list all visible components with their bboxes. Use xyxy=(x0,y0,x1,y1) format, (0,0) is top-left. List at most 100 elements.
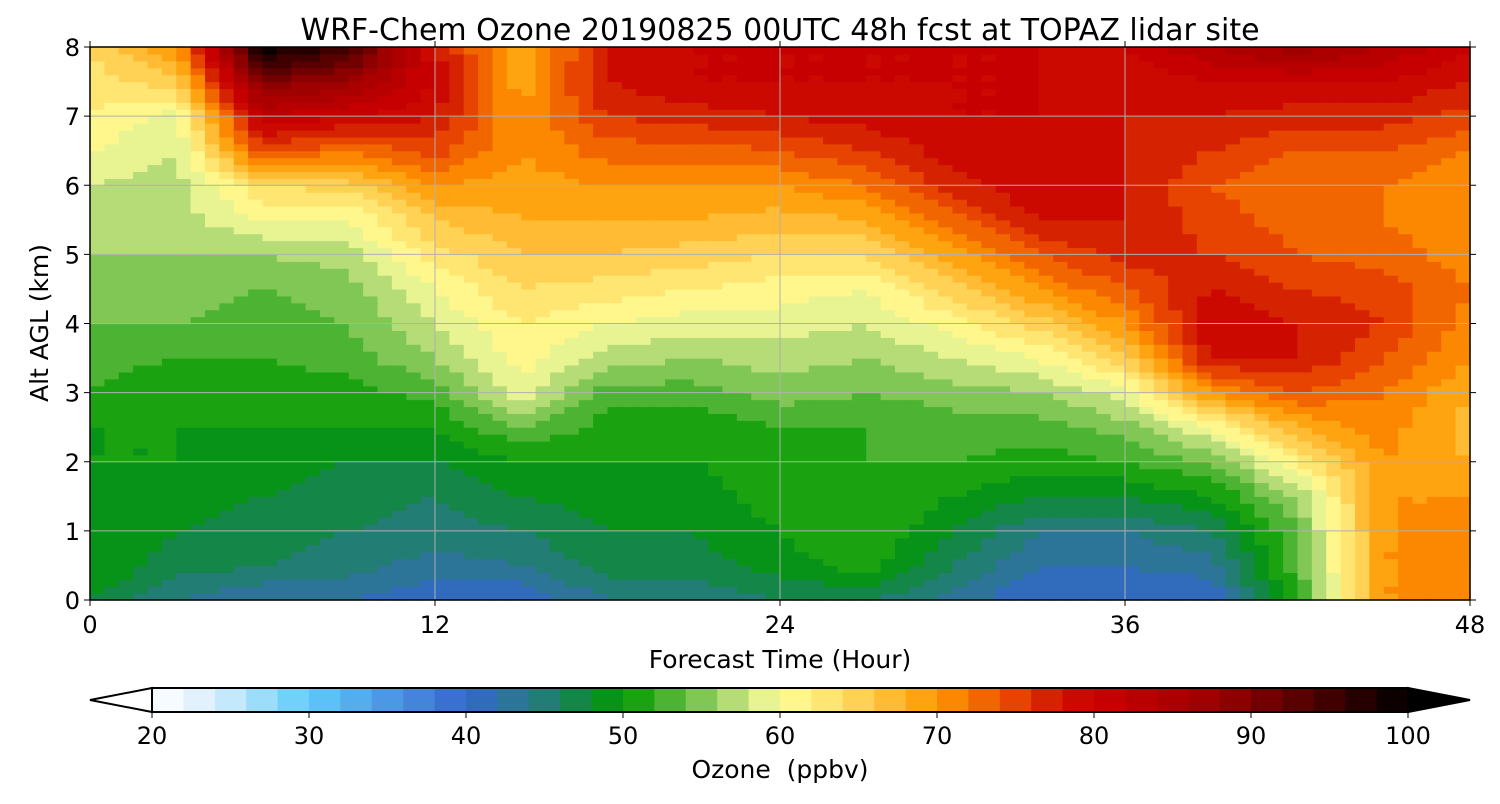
contour-cell xyxy=(363,88,379,96)
contour-cell xyxy=(161,254,177,262)
contour-cell xyxy=(276,489,292,497)
contour-cell xyxy=(621,233,637,242)
contour-cell xyxy=(104,337,120,345)
contour-cell xyxy=(305,371,321,380)
contour-cell xyxy=(895,337,910,345)
contour-cell xyxy=(506,150,522,159)
contour-cell xyxy=(923,123,939,131)
contour-cell xyxy=(420,364,436,373)
contour-cell xyxy=(607,593,623,601)
contour-cell xyxy=(593,288,609,297)
contour-cell xyxy=(564,150,580,159)
contour-cell xyxy=(521,164,537,173)
contour-cell xyxy=(808,129,824,138)
contour-cell xyxy=(780,254,795,262)
contour-cell xyxy=(851,434,867,442)
contour-cell xyxy=(938,475,954,484)
contour-cell xyxy=(780,178,795,186)
contour-cell xyxy=(233,150,249,159)
contour-cell xyxy=(435,199,450,207)
contour-cell xyxy=(909,544,925,553)
contour-cell xyxy=(621,178,637,186)
contour-cell xyxy=(909,53,925,62)
contour-cell xyxy=(952,371,968,380)
contour-cell xyxy=(320,74,335,83)
contour-cell xyxy=(952,129,968,138)
contour-cell xyxy=(794,503,810,511)
contour-cell xyxy=(334,205,350,214)
contour-cell xyxy=(966,247,982,255)
contour-cell xyxy=(420,489,436,497)
contour-cell xyxy=(205,67,220,76)
contour-cell xyxy=(363,102,379,110)
contour-cell xyxy=(765,454,781,463)
contour-cell xyxy=(104,558,120,567)
contour-cell xyxy=(104,544,120,553)
contour-cell xyxy=(118,261,134,269)
contour-cell xyxy=(966,47,982,55)
contour-cell xyxy=(535,406,551,414)
contour-cell xyxy=(492,593,508,601)
contour-cell xyxy=(176,558,192,567)
contour-cell xyxy=(334,185,350,193)
contour-cell xyxy=(420,205,436,214)
contour-cell xyxy=(248,275,264,283)
contour-cell xyxy=(535,185,551,193)
contour-cell xyxy=(895,323,910,332)
contour-cell xyxy=(133,593,149,601)
contour-cell xyxy=(334,364,350,373)
contour-cell xyxy=(248,192,264,200)
contour-cell xyxy=(808,420,824,428)
contour-cell xyxy=(161,219,177,228)
contour-cell xyxy=(923,489,939,497)
contour-cell xyxy=(506,95,522,103)
contour-cell xyxy=(607,517,623,525)
contour-cell xyxy=(506,143,522,152)
contour-cell xyxy=(377,358,393,366)
contour-cell xyxy=(276,261,292,269)
contour-cell xyxy=(823,219,839,228)
contour-cell xyxy=(435,171,450,179)
contour-cell xyxy=(550,288,565,297)
contour-cell xyxy=(808,510,824,518)
contour-cell xyxy=(463,192,479,200)
contour-cell xyxy=(895,67,910,76)
contour-cell xyxy=(348,164,364,173)
contour-cell xyxy=(593,109,609,117)
contour-cell xyxy=(564,385,580,394)
contour-cell xyxy=(909,371,925,380)
contour-cell xyxy=(938,150,954,159)
contour-cell xyxy=(952,323,968,332)
contour-cell xyxy=(348,88,364,96)
contour-cell xyxy=(449,47,465,55)
contour-cell xyxy=(435,295,450,304)
contour-cell xyxy=(305,330,321,338)
contour-cell xyxy=(693,205,709,214)
contour-cell xyxy=(808,406,824,414)
contour-cell xyxy=(593,88,609,96)
contour-cell xyxy=(478,102,494,110)
contour-cell xyxy=(751,143,767,152)
contour-cell xyxy=(133,150,149,159)
contour-cell xyxy=(118,192,134,200)
contour-cell xyxy=(708,254,724,262)
contour-cell xyxy=(320,116,335,124)
contour-cell xyxy=(233,544,249,553)
contour-cell xyxy=(276,364,292,373)
contour-cell xyxy=(248,593,264,601)
contour-cell xyxy=(391,344,407,352)
contour-cell xyxy=(161,282,177,290)
contour-cell xyxy=(837,371,853,380)
contour-cell xyxy=(90,247,105,255)
contour-cell xyxy=(895,565,910,573)
contour-cell xyxy=(808,434,824,442)
contour-cell xyxy=(895,178,910,186)
contour-cell xyxy=(262,544,278,553)
contour-cell xyxy=(693,358,709,366)
contour-cell xyxy=(621,268,637,276)
contour-cell xyxy=(205,136,220,145)
contour-cell xyxy=(90,192,105,200)
contour-cell xyxy=(506,364,522,373)
contour-cell xyxy=(348,468,364,477)
contour-cell xyxy=(550,510,565,518)
